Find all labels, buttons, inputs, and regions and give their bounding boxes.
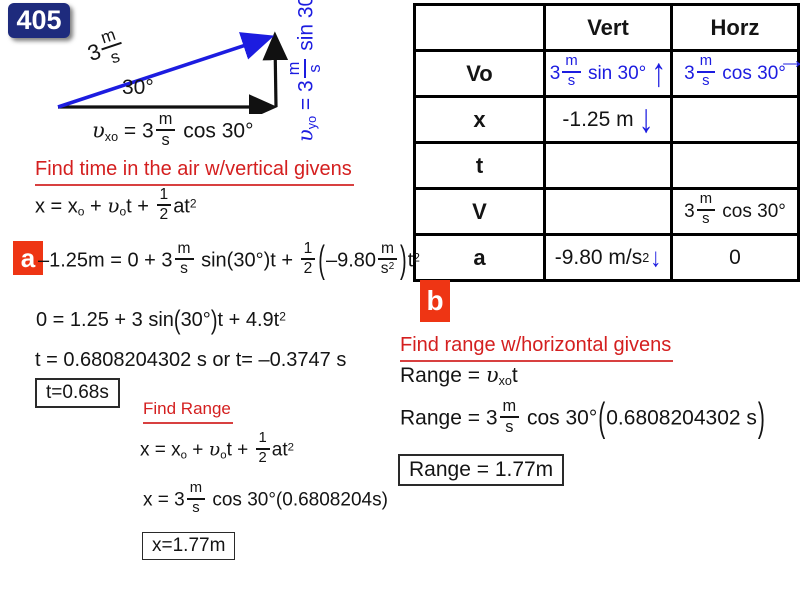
cell-x-vert: -1.25 m ↓ — [543, 95, 673, 144]
slide-number: 405 — [16, 5, 62, 35]
row-label-a: a — [413, 233, 546, 282]
down-arrow-icon: ↓ — [638, 96, 654, 142]
eq-quadratic: 0 = 1.25 + 3 sin(30°)t + 4.9t2 — [36, 305, 286, 336]
left-paren: ( — [598, 396, 606, 441]
eq-range-definition: Range = υxot — [400, 363, 518, 389]
cell-a-horz: 0 — [670, 233, 800, 282]
table-row-x: x -1.25 m ↓ — [413, 95, 800, 144]
row-label-v: V — [413, 187, 546, 236]
eq-position-general-2: x = xo + υot + 1 2 at2 — [140, 430, 294, 466]
row-label-x: x — [413, 95, 546, 144]
heading-find-range-horizontal: Find range w/horizontal givens — [400, 334, 674, 362]
table-row-vo: Vo 3ms sin 30°↑ 3ms cos 30°→ — [413, 49, 800, 98]
table-row-t: t — [413, 141, 800, 190]
angle-label: 30° — [122, 76, 154, 99]
eq-position-general: x = xo + υot + 1 2 at2 — [35, 186, 197, 224]
left-paren: ( — [173, 305, 181, 336]
right-arrow-icon: → — [777, 49, 800, 73]
row-label-t: t — [413, 141, 546, 190]
givens-table: Vert Horz Vo 3ms sin 30°↑ 3ms cos 30°→ x… — [413, 3, 800, 282]
down-arrow-icon: ↓ — [650, 241, 662, 272]
cell-vo-horz: 3ms cos 30°→ — [670, 49, 800, 98]
up-arrow-icon: ↑ — [651, 50, 667, 96]
table-header-row: Vert Horz — [413, 3, 800, 52]
row-label-vo: Vo — [413, 49, 546, 98]
velocity-vector-arrow — [57, 32, 275, 109]
header-vert: Vert — [543, 3, 673, 52]
cell-x-horz — [670, 95, 800, 144]
heading-find-time: Find time in the air w/vertical givens — [35, 158, 354, 186]
time-answer-box: t=0.68s — [35, 378, 120, 408]
cell-t-vert — [543, 141, 673, 190]
x-answer-box: x=1.77m — [142, 532, 236, 560]
heading-find-range: Find Range — [143, 399, 233, 424]
range-answer-box: Range = 1.77m — [398, 454, 565, 486]
table-row-a: a -9.80 m/s 2 ↓ 0 — [413, 233, 800, 282]
cell-a-vert: -9.80 m/s 2 ↓ — [543, 233, 673, 282]
cell-t-horz — [670, 141, 800, 190]
vector-triangle-diagram — [57, 31, 289, 114]
right-paren: ) — [210, 305, 218, 336]
right-paren: ) — [400, 239, 407, 282]
right-paren: ) — [757, 396, 765, 441]
header-horz: Horz — [670, 3, 800, 52]
vertical-component-arrow — [262, 31, 289, 108]
part-b-marker: b — [420, 280, 450, 322]
header-empty-cell — [413, 3, 546, 52]
part-a-marker: a — [13, 241, 43, 275]
eq-roots: t = 0.6808204302 s or t= –0.3747 s — [35, 349, 347, 371]
slide-number-badge: 405 — [8, 3, 70, 38]
cell-v-vert — [543, 187, 673, 236]
fraction: m s2 — [378, 240, 398, 278]
left-paren: ( — [318, 239, 325, 282]
